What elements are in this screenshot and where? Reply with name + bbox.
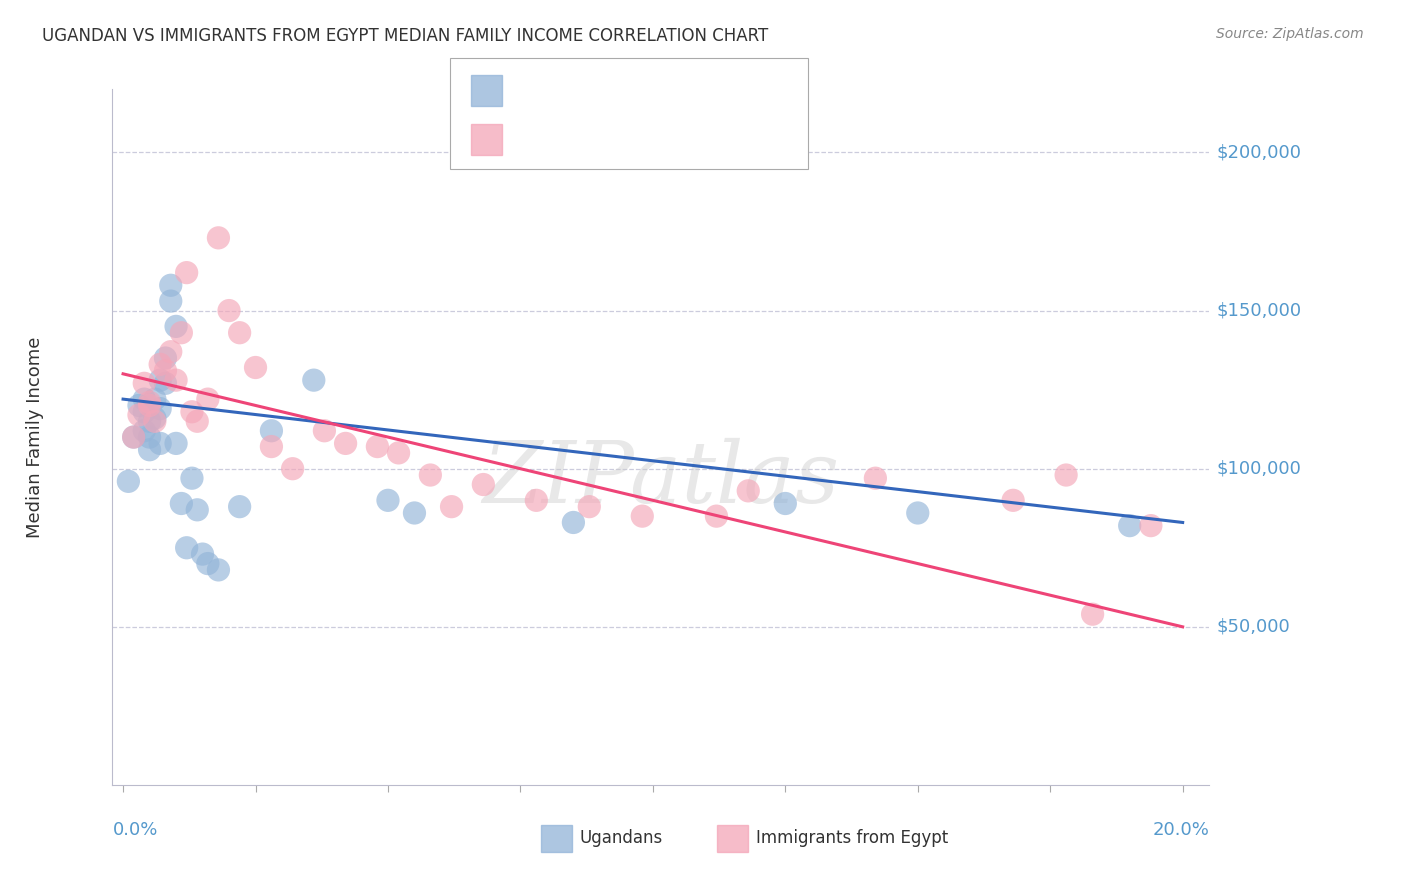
Point bbox=[218, 303, 240, 318]
Point bbox=[170, 496, 193, 510]
Point bbox=[631, 509, 654, 524]
Text: -0.167: -0.167 bbox=[553, 81, 617, 99]
Point bbox=[176, 266, 198, 280]
Text: $200,000: $200,000 bbox=[1216, 144, 1301, 161]
Point bbox=[134, 392, 156, 406]
Point bbox=[419, 468, 441, 483]
Point bbox=[1140, 518, 1163, 533]
Point bbox=[706, 509, 728, 524]
Point bbox=[143, 392, 166, 406]
Text: Source: ZipAtlas.com: Source: ZipAtlas.com bbox=[1216, 27, 1364, 41]
Point bbox=[138, 399, 160, 413]
Point bbox=[159, 294, 181, 309]
Point bbox=[404, 506, 426, 520]
Point bbox=[907, 506, 929, 520]
Text: UGANDAN VS IMMIGRANTS FROM EGYPT MEDIAN FAMILY INCOME CORRELATION CHART: UGANDAN VS IMMIGRANTS FROM EGYPT MEDIAN … bbox=[42, 27, 769, 45]
Point bbox=[138, 414, 160, 428]
Text: N =: N = bbox=[619, 130, 658, 148]
Text: 20.0%: 20.0% bbox=[1153, 821, 1209, 838]
Point bbox=[186, 414, 208, 428]
Point bbox=[281, 461, 304, 475]
Point bbox=[159, 278, 181, 293]
Point bbox=[128, 408, 150, 422]
Text: $100,000: $100,000 bbox=[1216, 459, 1301, 478]
Text: 0.0%: 0.0% bbox=[112, 821, 157, 838]
Point bbox=[117, 475, 139, 489]
Point bbox=[472, 477, 495, 491]
Point bbox=[775, 496, 797, 510]
Point bbox=[191, 547, 214, 561]
Point bbox=[143, 414, 166, 428]
Point bbox=[335, 436, 357, 450]
Point bbox=[524, 493, 547, 508]
Point bbox=[228, 326, 250, 340]
Point bbox=[155, 376, 177, 391]
Point bbox=[149, 357, 172, 371]
Point bbox=[578, 500, 600, 514]
Point bbox=[245, 360, 267, 375]
Point bbox=[186, 503, 208, 517]
Point bbox=[1002, 493, 1025, 508]
Point bbox=[122, 430, 145, 444]
Point bbox=[138, 442, 160, 457]
Point bbox=[737, 483, 759, 498]
Point bbox=[1054, 468, 1077, 483]
Text: $150,000: $150,000 bbox=[1216, 301, 1302, 319]
Point bbox=[260, 440, 283, 454]
Point bbox=[165, 319, 187, 334]
Point bbox=[377, 493, 399, 508]
Point bbox=[149, 401, 172, 416]
Text: -0.444: -0.444 bbox=[553, 130, 617, 148]
Point bbox=[149, 436, 172, 450]
Point bbox=[181, 471, 204, 485]
Point bbox=[181, 405, 204, 419]
Point bbox=[440, 500, 463, 514]
Point bbox=[165, 436, 187, 450]
Text: $50,000: $50,000 bbox=[1216, 618, 1289, 636]
Point bbox=[1081, 607, 1104, 622]
Point bbox=[197, 557, 219, 571]
Point bbox=[128, 399, 150, 413]
Point bbox=[562, 516, 585, 530]
Point bbox=[302, 373, 325, 387]
Text: Immigrants from Egypt: Immigrants from Egypt bbox=[756, 830, 949, 847]
Point bbox=[366, 440, 388, 454]
Point bbox=[122, 430, 145, 444]
Point bbox=[165, 373, 187, 387]
Point bbox=[314, 424, 336, 438]
Point bbox=[228, 500, 250, 514]
Point bbox=[260, 424, 283, 438]
Point bbox=[138, 430, 160, 444]
Point bbox=[134, 405, 156, 419]
Text: 36: 36 bbox=[654, 81, 679, 99]
Point bbox=[149, 373, 172, 387]
Point bbox=[207, 563, 229, 577]
Point bbox=[159, 344, 181, 359]
Text: N =: N = bbox=[619, 81, 658, 99]
Point bbox=[155, 364, 177, 378]
Point bbox=[138, 395, 160, 409]
Point bbox=[197, 392, 219, 406]
Point bbox=[207, 231, 229, 245]
Text: ZIPatlas: ZIPatlas bbox=[482, 437, 839, 520]
Text: 38: 38 bbox=[654, 130, 679, 148]
Point bbox=[143, 411, 166, 425]
Point bbox=[1118, 518, 1140, 533]
Point bbox=[387, 446, 409, 460]
Point bbox=[134, 424, 156, 438]
Point bbox=[155, 351, 177, 365]
Text: Median Family Income: Median Family Income bbox=[27, 336, 44, 538]
Text: Ugandans: Ugandans bbox=[579, 830, 662, 847]
Text: R =: R = bbox=[513, 81, 553, 99]
Point bbox=[170, 326, 193, 340]
Point bbox=[176, 541, 198, 555]
Point bbox=[865, 471, 887, 485]
Text: R =: R = bbox=[513, 130, 553, 148]
Point bbox=[134, 376, 156, 391]
